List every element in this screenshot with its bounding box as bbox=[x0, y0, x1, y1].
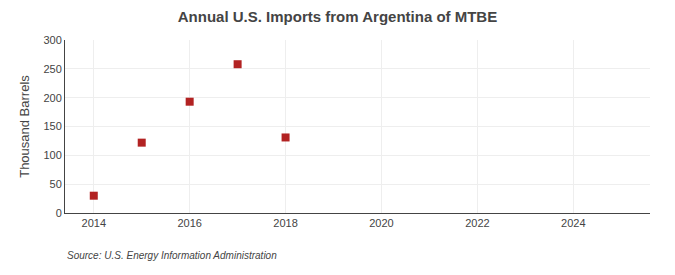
svg-text:2020: 2020 bbox=[369, 217, 393, 229]
svg-text:50: 50 bbox=[50, 178, 62, 190]
svg-text:250: 250 bbox=[43, 63, 61, 75]
svg-text:150: 150 bbox=[43, 120, 61, 132]
svg-text:Thousand Barrels: Thousand Barrels bbox=[17, 75, 32, 178]
svg-text:200: 200 bbox=[43, 92, 61, 104]
svg-text:100: 100 bbox=[43, 149, 61, 161]
svg-text:Source: U.S. Energy Informatio: Source: U.S. Energy Information Administ… bbox=[67, 250, 277, 261]
svg-text:2022: 2022 bbox=[465, 217, 489, 229]
svg-text:2018: 2018 bbox=[273, 217, 297, 229]
svg-text:2024: 2024 bbox=[561, 217, 585, 229]
svg-text:2014: 2014 bbox=[82, 217, 106, 229]
svg-text:300: 300 bbox=[43, 34, 61, 46]
svg-text:0: 0 bbox=[56, 207, 62, 219]
svg-text:Annual U.S. Imports from Argen: Annual U.S. Imports from Argentina of MT… bbox=[178, 8, 497, 25]
svg-text:2016: 2016 bbox=[177, 217, 201, 229]
